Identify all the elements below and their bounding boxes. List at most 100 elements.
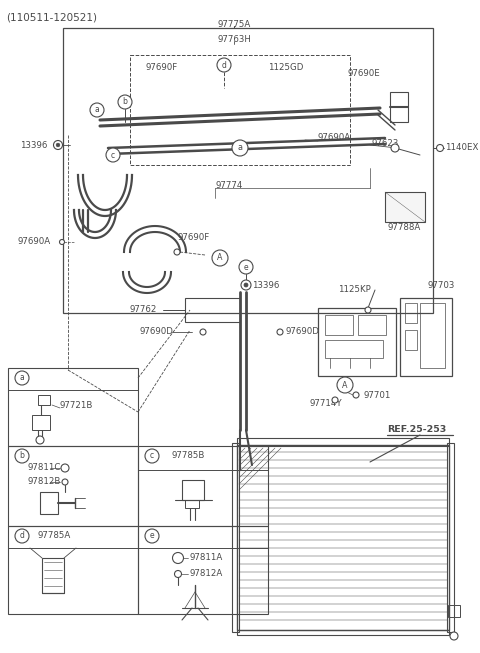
Text: 97812B: 97812B — [28, 477, 61, 486]
Text: 97775A: 97775A — [217, 20, 251, 29]
Text: 97690A: 97690A — [18, 238, 51, 246]
Text: b: b — [122, 97, 127, 106]
Bar — [130, 55, 350, 165]
Bar — [325, 340, 383, 358]
Circle shape — [239, 260, 253, 274]
Circle shape — [56, 143, 60, 147]
Circle shape — [200, 329, 206, 335]
Bar — [237, 438, 449, 446]
Text: c: c — [111, 150, 115, 159]
Text: a: a — [238, 144, 242, 153]
Bar — [8, 446, 138, 526]
Text: 97714Y: 97714Y — [310, 398, 343, 407]
Bar — [405, 330, 417, 350]
Text: 1125GD: 1125GD — [268, 63, 303, 71]
Bar — [385, 192, 425, 222]
Circle shape — [277, 329, 283, 335]
Text: a: a — [20, 374, 24, 383]
Circle shape — [145, 529, 159, 543]
Text: 97811C: 97811C — [28, 464, 61, 473]
Text: A: A — [217, 253, 223, 263]
Circle shape — [62, 479, 68, 485]
Text: 97690D: 97690D — [140, 328, 174, 336]
Circle shape — [15, 529, 29, 543]
Text: 97721B: 97721B — [60, 400, 94, 409]
Bar — [237, 630, 449, 635]
Text: 97785B: 97785B — [172, 451, 205, 460]
Bar — [448, 605, 460, 617]
Circle shape — [53, 140, 62, 150]
Bar — [400, 298, 452, 376]
Text: A: A — [342, 381, 348, 389]
Circle shape — [90, 103, 104, 117]
Circle shape — [60, 240, 64, 244]
Text: 97703: 97703 — [428, 281, 456, 289]
Bar — [185, 298, 240, 322]
Text: REF.25-253: REF.25-253 — [387, 426, 446, 434]
Circle shape — [232, 140, 248, 156]
Text: 97763H: 97763H — [217, 35, 251, 44]
Bar — [8, 368, 138, 446]
Circle shape — [15, 371, 29, 385]
Bar — [325, 315, 353, 335]
Circle shape — [61, 464, 69, 472]
Circle shape — [450, 632, 458, 640]
Bar — [237, 445, 449, 630]
Bar — [40, 492, 58, 514]
Text: 97788A: 97788A — [387, 223, 420, 232]
Bar — [8, 526, 138, 614]
Circle shape — [241, 280, 251, 290]
Circle shape — [145, 449, 159, 463]
Text: 97785A: 97785A — [38, 532, 71, 541]
Bar — [318, 308, 396, 376]
Text: 97690A: 97690A — [318, 133, 351, 142]
Bar — [182, 480, 204, 500]
Circle shape — [217, 58, 231, 72]
Circle shape — [391, 144, 399, 152]
Text: 97812A: 97812A — [190, 569, 223, 579]
Bar — [63, 28, 433, 313]
Text: 97690E: 97690E — [348, 69, 381, 78]
Text: c: c — [150, 451, 154, 460]
Text: a: a — [95, 106, 99, 114]
Text: 1125KP: 1125KP — [338, 285, 371, 295]
Circle shape — [36, 436, 44, 444]
Bar — [420, 303, 445, 368]
Circle shape — [174, 249, 180, 255]
Text: (110511-120521): (110511-120521) — [6, 12, 97, 22]
Text: d: d — [20, 532, 24, 541]
Bar — [390, 92, 408, 122]
Text: 97623: 97623 — [372, 138, 399, 148]
Bar — [138, 526, 268, 614]
Text: 1140EX: 1140EX — [445, 144, 479, 153]
Text: 97690F: 97690F — [178, 234, 210, 242]
Circle shape — [175, 571, 181, 577]
Text: d: d — [222, 61, 227, 69]
Circle shape — [332, 397, 338, 403]
Circle shape — [172, 552, 183, 564]
Text: 97811A: 97811A — [190, 554, 223, 562]
Bar — [405, 303, 417, 323]
Bar — [232, 443, 239, 632]
Bar — [447, 443, 454, 632]
Text: 13396: 13396 — [20, 140, 48, 150]
Bar — [32, 415, 50, 430]
Circle shape — [337, 377, 353, 393]
Circle shape — [365, 307, 371, 313]
Circle shape — [436, 144, 444, 151]
Bar — [358, 315, 386, 335]
Text: b: b — [20, 451, 24, 460]
Text: 97774: 97774 — [215, 180, 242, 189]
Text: 97690F: 97690F — [145, 63, 177, 71]
Circle shape — [353, 392, 359, 398]
Text: e: e — [150, 532, 154, 541]
Text: e: e — [244, 263, 248, 272]
Circle shape — [244, 283, 248, 287]
Text: 97690D: 97690D — [285, 328, 319, 336]
Text: 97701: 97701 — [363, 390, 390, 400]
Circle shape — [106, 148, 120, 162]
Circle shape — [15, 449, 29, 463]
Circle shape — [212, 250, 228, 266]
Bar — [138, 446, 268, 526]
Text: 13396: 13396 — [252, 281, 279, 289]
